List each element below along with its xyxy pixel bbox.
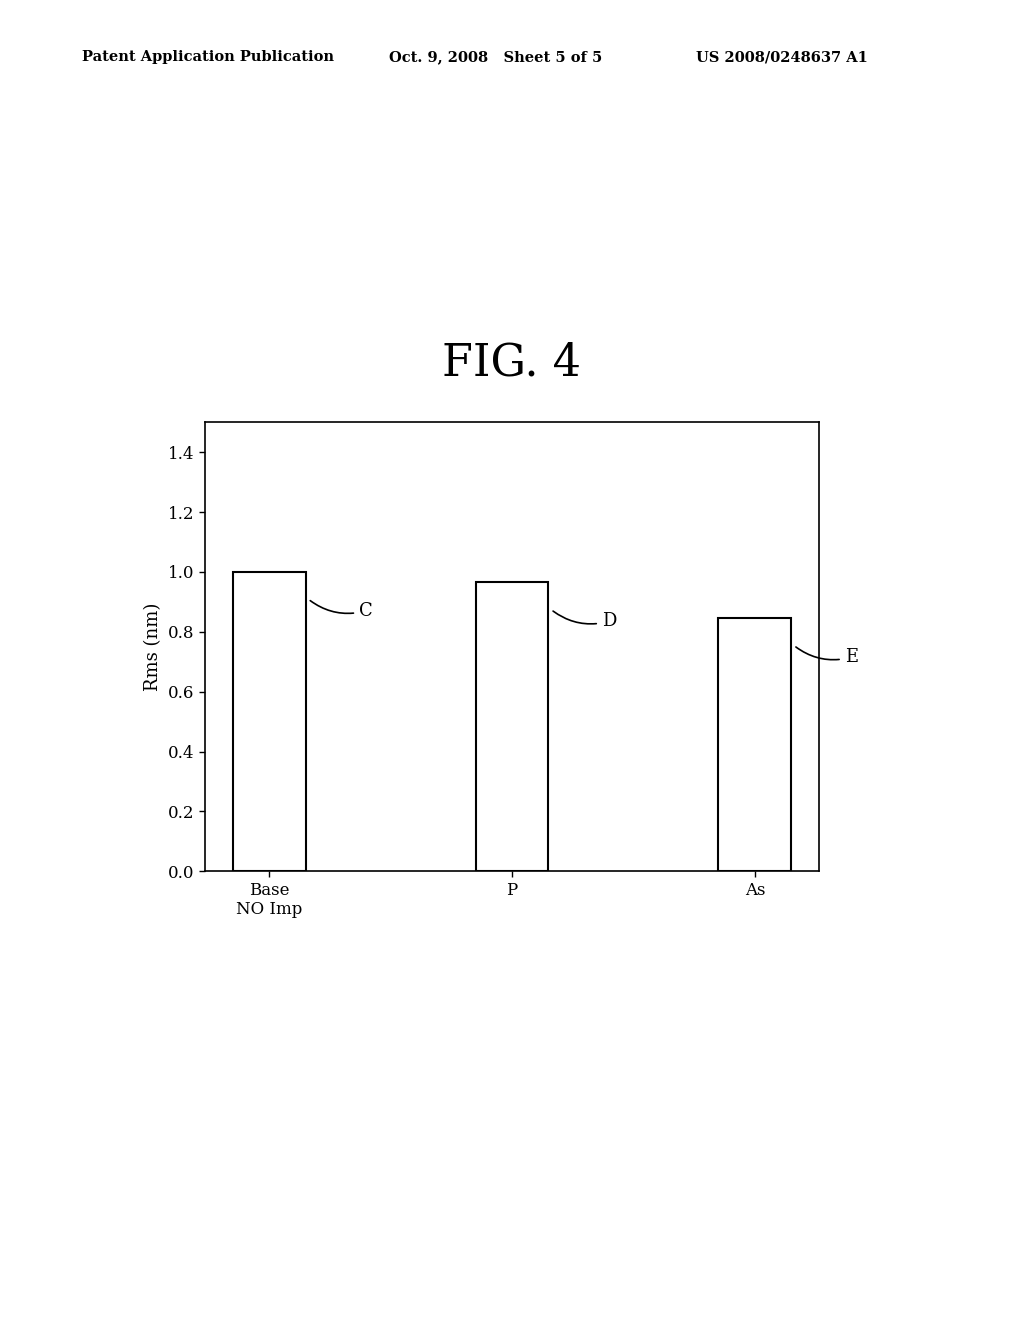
Text: US 2008/0248637 A1: US 2008/0248637 A1 [696, 50, 868, 65]
Text: D: D [553, 611, 616, 631]
Bar [719, 618, 792, 871]
Y-axis label: Rms (nm): Rms (nm) [144, 603, 163, 690]
Text: Patent Application Publication: Patent Application Publication [82, 50, 334, 65]
Bar [232, 572, 305, 871]
Bar [475, 582, 549, 871]
Text: C: C [310, 601, 373, 620]
Text: E: E [796, 647, 858, 667]
Text: Oct. 9, 2008   Sheet 5 of 5: Oct. 9, 2008 Sheet 5 of 5 [389, 50, 602, 65]
Text: FIG. 4: FIG. 4 [442, 342, 582, 384]
